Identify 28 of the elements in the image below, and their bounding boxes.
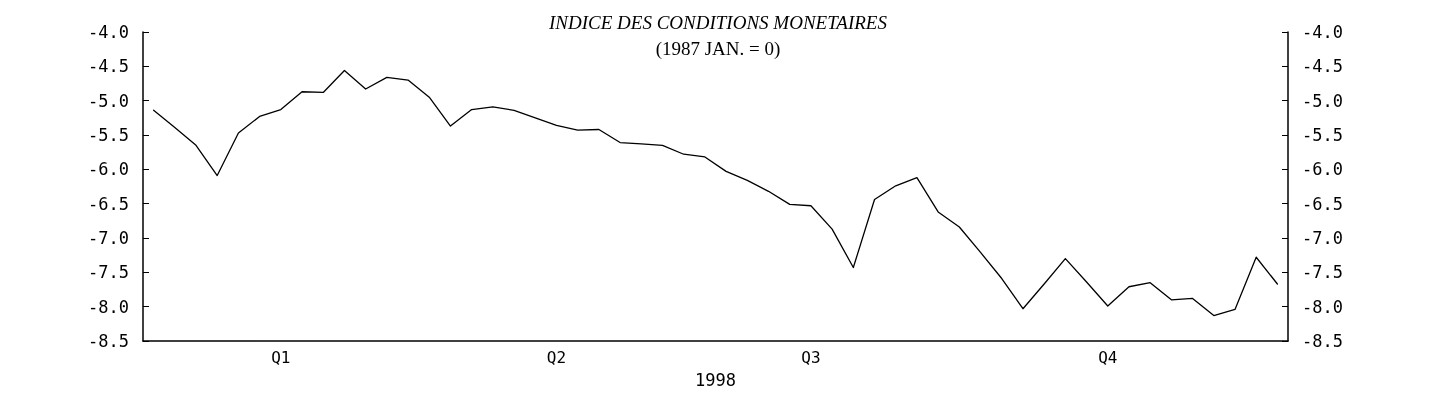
y-tick-label: -6.5 — [88, 193, 129, 214]
y-tick-label: -8.0 — [88, 296, 129, 317]
x-tick-label: Q1 — [271, 347, 291, 367]
y-tick-label: -6.0 — [88, 159, 129, 180]
y2-tick-label: -7.5 — [1302, 262, 1343, 283]
x-axis-title: 1998 — [695, 369, 736, 390]
line-series — [152, 69, 1279, 317]
chart-title: INDICE DES CONDITIONS MONETAIRES — [548, 12, 888, 33]
y2-tick-label: -4.0 — [1302, 22, 1343, 42]
y2-tick-label: -8.0 — [1302, 296, 1343, 317]
y-tick-label: -7.0 — [88, 228, 129, 248]
y2-tick-label: -6.5 — [1302, 193, 1343, 214]
x-tick-label: Q3 — [801, 347, 821, 367]
y-tick-label: -4.5 — [88, 56, 129, 77]
x-tick-label: Q2 — [546, 347, 567, 367]
y2-tick-label: -6.0 — [1302, 159, 1343, 180]
x-tick-label: Q4 — [1098, 347, 1118, 367]
y2-tick-label: -5.0 — [1302, 90, 1343, 111]
y2-tick-label: -4.5 — [1302, 56, 1343, 77]
y2-tick-label: -5.5 — [1302, 125, 1343, 145]
y-tick-label: -8.5 — [88, 331, 129, 351]
y-tick-label: -5.0 — [88, 90, 129, 111]
chart-subtitle: (1987 JAN. = 0) — [655, 38, 781, 60]
y-tick-label: -7.5 — [88, 262, 129, 283]
y-tick-label: -5.5 — [88, 125, 129, 145]
y2-tick-label: -8.5 — [1302, 331, 1343, 351]
y-tick-label: -4.0 — [88, 22, 129, 42]
y2-tick-label: -7.0 — [1302, 228, 1343, 248]
